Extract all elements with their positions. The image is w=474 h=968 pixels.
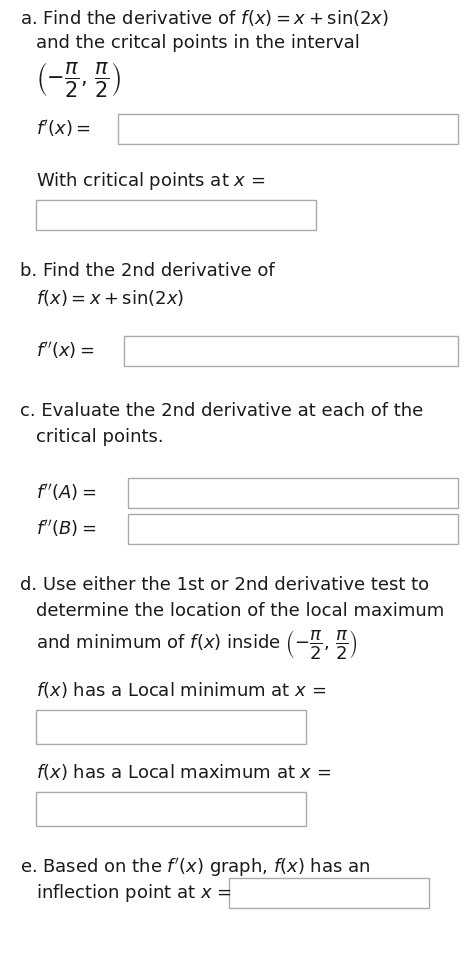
FancyBboxPatch shape bbox=[128, 478, 458, 508]
Text: $f''(A) =$: $f''(A) =$ bbox=[36, 482, 96, 503]
Text: c. Evaluate the 2nd derivative at each of the: c. Evaluate the 2nd derivative at each o… bbox=[20, 402, 423, 420]
FancyBboxPatch shape bbox=[36, 200, 316, 230]
FancyBboxPatch shape bbox=[229, 878, 429, 908]
Text: $f'(x) =$: $f'(x) =$ bbox=[36, 118, 91, 139]
Text: and the critcal points in the interval: and the critcal points in the interval bbox=[36, 34, 360, 52]
Text: a. Find the derivative of $f(x) = x + \sin(2x)$: a. Find the derivative of $f(x) = x + \s… bbox=[20, 8, 389, 28]
Text: inflection point at $x$ =: inflection point at $x$ = bbox=[36, 882, 232, 904]
Text: d. Use either the 1st or 2nd derivative test to: d. Use either the 1st or 2nd derivative … bbox=[20, 576, 429, 594]
Text: $f(x)$ has a Local maximum at $x$ =: $f(x)$ has a Local maximum at $x$ = bbox=[36, 762, 331, 782]
Text: b. Find the 2nd derivative of: b. Find the 2nd derivative of bbox=[20, 262, 274, 280]
Text: $f(x) = x + \sin(2x)$: $f(x) = x + \sin(2x)$ bbox=[36, 288, 184, 308]
FancyBboxPatch shape bbox=[36, 792, 306, 826]
Text: determine the location of the local maximum: determine the location of the local maxi… bbox=[36, 602, 444, 620]
Text: e. Based on the $f'(x)$ graph, $f(x)$ has an: e. Based on the $f'(x)$ graph, $f(x)$ ha… bbox=[20, 856, 370, 879]
Text: $f''(x) =$: $f''(x) =$ bbox=[36, 340, 94, 361]
Text: $f(x)$ has a Local minimum at $x$ =: $f(x)$ has a Local minimum at $x$ = bbox=[36, 680, 326, 700]
Text: critical points.: critical points. bbox=[36, 428, 164, 446]
Text: and minimum of $f(x)$ inside $\left(-\dfrac{\pi}{2},\, \dfrac{\pi}{2}\right)$: and minimum of $f(x)$ inside $\left(-\df… bbox=[36, 628, 358, 661]
Text: With critical points at $x$ =: With critical points at $x$ = bbox=[36, 170, 265, 192]
Text: $\left(-\dfrac{\pi}{2},\, \dfrac{\pi}{2}\right)$: $\left(-\dfrac{\pi}{2},\, \dfrac{\pi}{2}… bbox=[36, 60, 121, 99]
FancyBboxPatch shape bbox=[124, 336, 458, 366]
FancyBboxPatch shape bbox=[36, 710, 306, 744]
FancyBboxPatch shape bbox=[128, 514, 458, 544]
FancyBboxPatch shape bbox=[118, 114, 458, 144]
Text: $f''(B) =$: $f''(B) =$ bbox=[36, 518, 96, 539]
